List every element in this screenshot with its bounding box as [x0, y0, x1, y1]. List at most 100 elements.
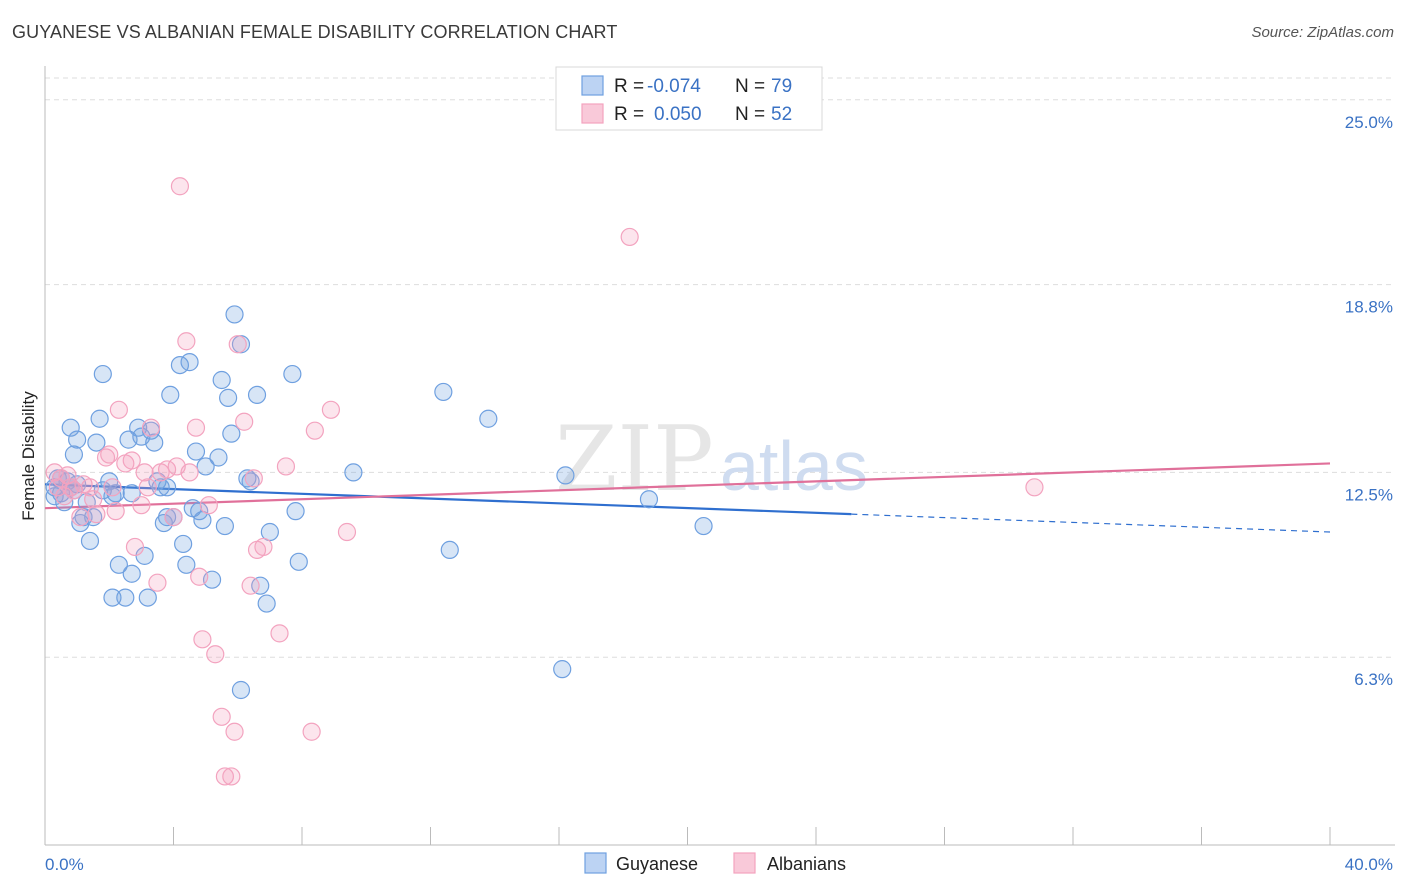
- data-point-guyanese: [289, 552, 308, 571]
- data-point-albanians: [222, 767, 241, 786]
- data-point-guyanese: [694, 516, 713, 536]
- data-point-guyanese: [238, 469, 257, 488]
- data-point-guyanese: [161, 385, 180, 405]
- data-point-guyanese: [84, 508, 103, 527]
- data-point-guyanese: [283, 364, 302, 384]
- data-point-guyanese: [90, 409, 109, 428]
- data-point-guyanese: [215, 516, 234, 536]
- data-point-albanians: [96, 448, 116, 467]
- legend-r-label-2: R =: [614, 104, 644, 125]
- data-point-guyanese: [479, 409, 498, 428]
- y-tick-label: 12.5%: [1345, 485, 1393, 504]
- data-point-albanians: [254, 537, 273, 557]
- y-tick-label: 18.8%: [1345, 298, 1393, 317]
- data-point-guyanese: [87, 433, 106, 452]
- legend-n-label-2: N =: [735, 104, 765, 125]
- data-point-guyanese: [257, 594, 276, 613]
- y-tick-label: 25.0%: [1345, 113, 1393, 132]
- data-point-guyanese: [93, 364, 112, 384]
- data-point-albanians: [180, 463, 199, 482]
- data-point-guyanese: [286, 502, 305, 521]
- data-point-guyanese: [222, 424, 241, 443]
- x-tick-label-min: 0.0%: [45, 855, 84, 874]
- data-point-albanians: [212, 707, 231, 726]
- data-point-albanians: [55, 487, 74, 506]
- data-point-guyanese: [174, 534, 193, 554]
- data-point-albanians: [132, 496, 151, 515]
- data-point-guyanese: [251, 576, 270, 595]
- data-point-albanians: [103, 478, 122, 497]
- trend-line-guyanese-extension: [851, 513, 1331, 533]
- data-point-albanians: [1025, 478, 1044, 497]
- data-point-albanians: [302, 722, 321, 741]
- data-point-guyanese: [247, 385, 267, 405]
- data-point-albanians: [305, 421, 324, 440]
- legend-n-value-2: 52: [771, 104, 792, 125]
- data-point-guyanese: [219, 388, 238, 407]
- data-point-albanians: [235, 412, 254, 431]
- data-point-guyanese: [177, 555, 196, 574]
- data-point-guyanese: [103, 588, 122, 607]
- axes: [44, 66, 1395, 846]
- bottom-legend: Guyanese Albanians: [584, 852, 846, 874]
- data-point-guyanese: [80, 531, 100, 551]
- y-axis-label: Female Disability: [19, 391, 38, 521]
- data-point-albanians: [170, 177, 190, 196]
- legend-swatch-albanians: [581, 103, 604, 124]
- x-tick-labels: 0.0% 40.0%: [45, 855, 1393, 874]
- data-point-guyanese: [186, 442, 206, 461]
- data-point-albanians: [122, 451, 141, 470]
- data-point-albanians: [215, 767, 234, 786]
- data-point-albanians: [228, 335, 247, 354]
- data-point-albanians: [125, 537, 145, 557]
- data-point-guyanese: [241, 472, 260, 491]
- data-point-albanians: [241, 576, 260, 595]
- data-point-albanians: [87, 505, 106, 524]
- legend-swatch-guyanese: [581, 75, 604, 96]
- data-point-guyanese: [212, 370, 231, 390]
- data-points: [45, 177, 1044, 786]
- data-point-albanians: [193, 630, 212, 649]
- data-point-albanians: [84, 490, 103, 509]
- legend-r-value-1: -0.074: [647, 76, 701, 97]
- bottom-legend-guyanese: Guyanese: [616, 854, 698, 874]
- data-point-albanians: [199, 496, 218, 515]
- bottom-legend-swatch-albanians: [733, 852, 756, 874]
- data-point-albanians: [141, 418, 161, 437]
- data-point-guyanese: [180, 353, 199, 372]
- trend-line-guyanese: [44, 483, 852, 516]
- watermark-atlas: atlas: [720, 427, 868, 505]
- data-point-guyanese: [151, 478, 170, 497]
- trend-line-albanians: [44, 462, 1331, 510]
- data-point-guyanese: [145, 433, 164, 452]
- data-point-albanians: [109, 400, 128, 419]
- data-point-guyanese: [157, 508, 177, 527]
- chart-source: Source: ZipAtlas.com: [1251, 24, 1394, 41]
- bottom-legend-albanians: Albanians: [767, 854, 846, 874]
- data-point-albanians: [100, 445, 119, 464]
- data-point-albanians: [276, 457, 296, 476]
- data-point-guyanese: [68, 430, 87, 449]
- data-point-albanians: [106, 502, 125, 521]
- data-point-guyanese: [556, 466, 575, 485]
- legend-n-label-1: N =: [735, 76, 765, 97]
- data-point-albanians: [337, 522, 357, 542]
- legend-n-value-1: 79: [771, 76, 792, 97]
- data-point-guyanese: [109, 555, 128, 574]
- data-point-guyanese: [231, 680, 251, 700]
- watermark: ZIP atlas: [555, 407, 868, 512]
- data-point-guyanese: [434, 382, 453, 402]
- data-point-albanians: [244, 469, 263, 488]
- y-tick-label: 6.3%: [1354, 670, 1393, 689]
- data-point-guyanese: [64, 445, 84, 464]
- data-point-albanians: [186, 418, 206, 437]
- data-point-guyanese: [639, 490, 659, 509]
- data-point-albanians: [321, 400, 341, 419]
- data-point-albanians: [270, 624, 289, 643]
- data-point-albanians: [148, 573, 167, 592]
- data-point-guyanese: [209, 448, 228, 467]
- data-point-albanians: [177, 332, 196, 351]
- chart-title: GUYANESE VS ALBANIAN FEMALE DISABILITY C…: [12, 22, 618, 42]
- data-point-guyanese: [440, 540, 459, 560]
